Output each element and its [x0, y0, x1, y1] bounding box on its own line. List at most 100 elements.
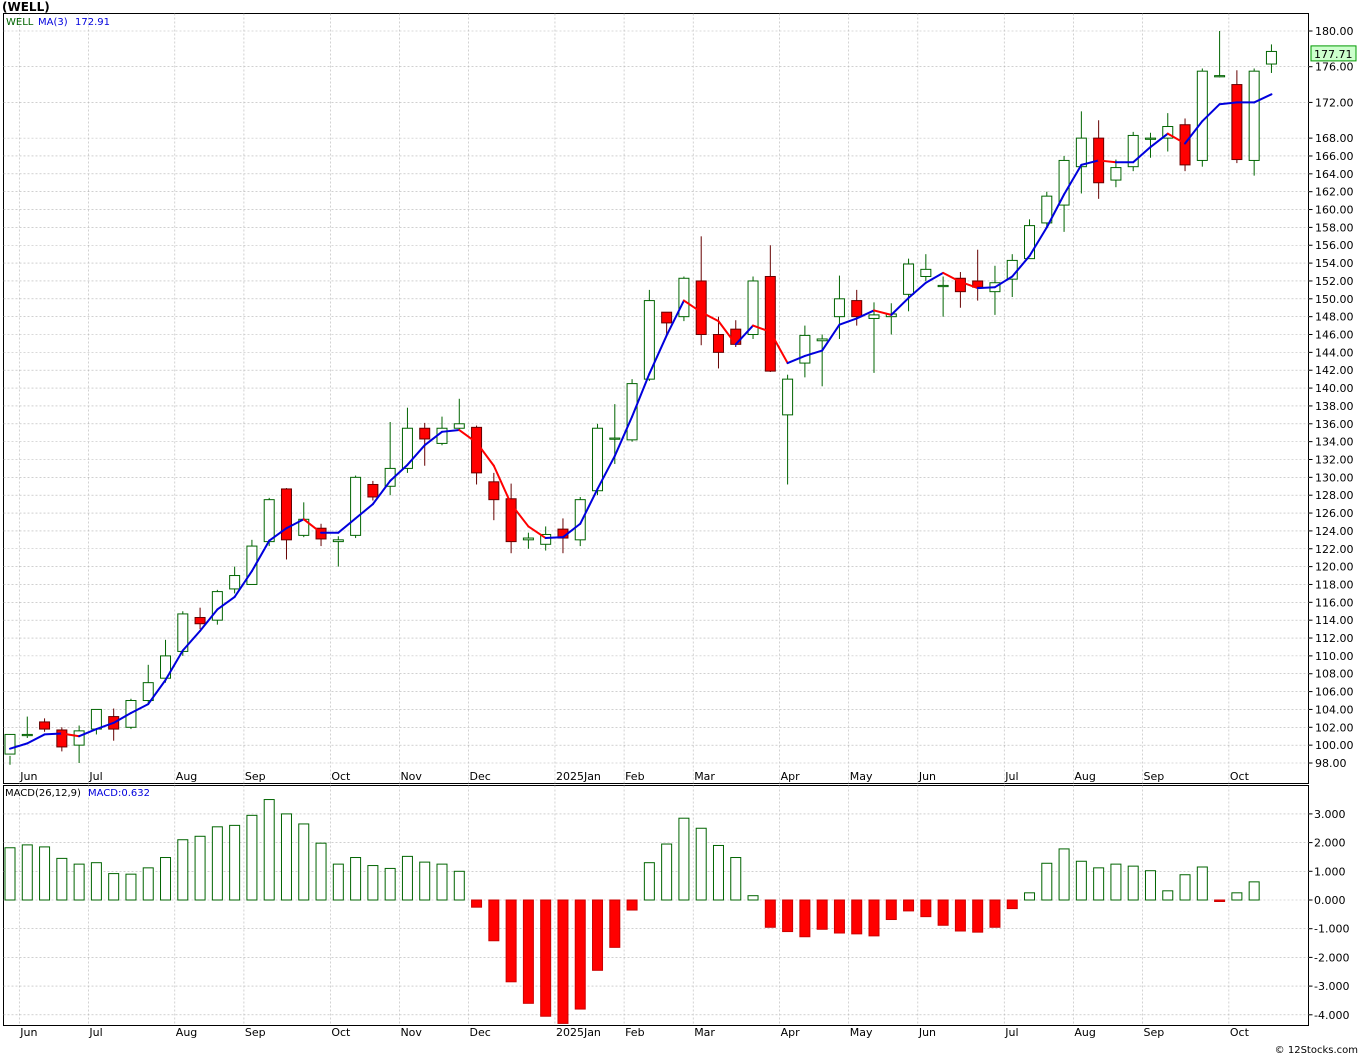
- x-tick-label: May: [850, 770, 873, 783]
- ma3-segment: [561, 522, 582, 539]
- candle-body-up: [868, 314, 880, 319]
- candle: [194, 607, 206, 630]
- candle-body-up: [263, 499, 275, 543]
- x-tick-label: Jul: [1004, 770, 1018, 783]
- macd-bar-positive: [298, 823, 310, 901]
- macd-histogram: [4, 799, 1260, 1024]
- ma3-segment: [354, 503, 374, 520]
- price-tick-label: 158.00: [1315, 221, 1354, 234]
- price-tick-label: 136.00: [1315, 418, 1354, 431]
- ma3-segment: [441, 429, 461, 433]
- ma3-segment: [1045, 193, 1066, 229]
- ma3-segment: [475, 441, 495, 467]
- candle-body-up: [1162, 126, 1174, 139]
- candle-body-up: [229, 575, 241, 590]
- macd-bar-positive: [108, 873, 120, 901]
- macd-bar-positive: [125, 873, 137, 901]
- ma3-segment: [596, 454, 616, 490]
- macd-bar-positive: [1248, 881, 1260, 901]
- x-tick-label: Aug: [1074, 1026, 1095, 1039]
- macd-bar-negative: [471, 899, 483, 908]
- candle-body-up: [1196, 70, 1208, 161]
- price-tick-label: 138.00: [1315, 400, 1354, 413]
- candle: [246, 539, 258, 585]
- price-tick-label: 128.00: [1315, 489, 1354, 502]
- candle: [367, 480, 379, 501]
- candle-body-up: [1110, 167, 1122, 181]
- macd-bar-positive: [142, 867, 154, 901]
- x-tick-label: Jul: [1004, 1026, 1018, 1039]
- price-tick-label: 140.00: [1315, 382, 1354, 395]
- candle: [142, 664, 154, 705]
- candle-body-down: [695, 280, 707, 336]
- ma3-segment: [855, 309, 875, 320]
- macd-bar-positive: [453, 870, 465, 901]
- macd-panel-frame: [3, 785, 1309, 1026]
- candle: [21, 716, 33, 739]
- ma3-segment: [406, 444, 426, 466]
- macd-bar-positive: [73, 863, 85, 901]
- x-tick-label: Sep: [1143, 770, 1164, 783]
- price-tick-label: 154.00: [1315, 257, 1354, 270]
- ma3-segment: [1253, 93, 1273, 104]
- macd-tick-label: -1.000: [1314, 923, 1349, 936]
- x-tick-label: Mar: [694, 1026, 715, 1039]
- x-tick-label: Oct: [1230, 770, 1250, 783]
- ma-value: 172.91: [75, 17, 110, 28]
- macd-bar-positive: [246, 814, 258, 901]
- ticker-label: WELL: [6, 17, 34, 28]
- macd-bar-negative: [816, 899, 828, 930]
- ma3-segment: [1132, 146, 1152, 164]
- candle-body-up: [609, 437, 621, 440]
- candle-body-up: [401, 427, 413, 469]
- ma3-segment: [250, 539, 271, 573]
- price-tick-label: 120.00: [1315, 561, 1354, 574]
- candle: [833, 275, 845, 339]
- price-tick-label: 98.00: [1315, 757, 1347, 770]
- ma3-segment: [752, 324, 772, 333]
- macd-bar-positive: [367, 865, 379, 901]
- x-tick-label: Jun: [19, 1026, 37, 1039]
- candle: [1024, 219, 1036, 260]
- macd-bar-positive: [177, 839, 189, 901]
- price-grid: [3, 13, 1309, 784]
- x-tick-label: Nov: [400, 770, 422, 783]
- ma3-segment: [1184, 120, 1204, 145]
- candle-body-down: [764, 275, 776, 372]
- ma3-segment: [890, 296, 910, 316]
- candle-body-up: [522, 537, 534, 541]
- candle: [1214, 31, 1226, 78]
- price-tick-label: 160.00: [1315, 204, 1354, 217]
- candle-body-down: [1179, 124, 1191, 166]
- price-tick-label: 104.00: [1315, 703, 1354, 716]
- x-tick-label: Sep: [1143, 1026, 1164, 1039]
- ma3-segment: [371, 479, 392, 506]
- candle: [453, 398, 465, 431]
- macd-bar-negative: [540, 899, 552, 1017]
- candle: [39, 718, 51, 732]
- price-tick-label: 144.00: [1315, 346, 1354, 359]
- candle: [851, 289, 863, 326]
- candle: [1110, 159, 1122, 188]
- macd-bar-negative: [592, 899, 604, 971]
- x-tick-label: Sep: [245, 1026, 266, 1039]
- macd-bar-negative: [799, 899, 811, 938]
- candle: [764, 245, 776, 373]
- candle-body-up: [246, 545, 258, 585]
- price-tick-label: 164.00: [1315, 168, 1354, 181]
- macd-panel: -4.000 -3.000 -2.000 -1.000 0.000 1.000 2.000 3…: [3, 785, 1349, 1039]
- price-panel: 98.00 100.00 102.00 104.00 106.00 108.00 110.0…: [3, 13, 1357, 784]
- x-tick-label: Feb: [625, 1026, 644, 1039]
- macd-bar-positive: [39, 846, 51, 901]
- x-tick-label: Jun: [19, 770, 37, 783]
- candle-body-up: [1265, 50, 1277, 65]
- ma3-segment: [786, 354, 806, 365]
- price-tick-label: 166.00: [1315, 150, 1354, 163]
- ma3-segment: [1201, 103, 1221, 123]
- macd-bar-positive: [678, 817, 690, 901]
- ma3-segment: [1149, 132, 1169, 149]
- macd-bar-negative: [851, 899, 863, 935]
- x-tick-label: Sep: [245, 770, 266, 783]
- candle: [782, 374, 794, 485]
- candle: [488, 472, 500, 521]
